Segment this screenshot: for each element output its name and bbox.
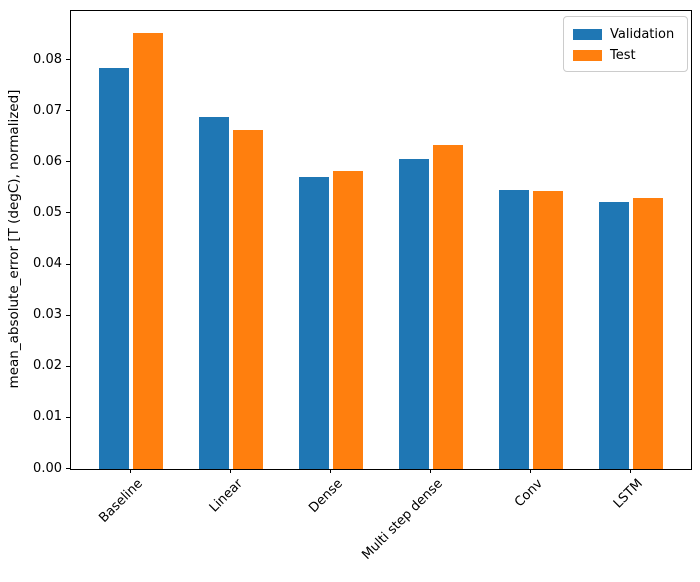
bar-test-linear [233,130,264,469]
legend-item-validation: Validation [573,24,678,45]
y-tick [66,416,70,418]
y-tick [66,365,70,367]
x-tick [430,469,431,473]
x-tick [130,469,132,473]
y-tick [66,110,70,112]
y-tick-label: 0.04 [33,256,62,271]
legend-swatch-test [573,50,602,61]
y-tick-label: 0.06 [33,153,62,169]
bar-validation-lstm [598,202,629,469]
bar-validation-conv [498,190,529,469]
plot-area [70,10,692,470]
x-tick-label: Baseline [96,476,147,526]
y-tick-label: 0.01 [33,409,62,425]
legend-item-test: Test [573,45,678,66]
y-tick [66,314,70,316]
x-tick [330,469,331,473]
y-axis-label: mean_absolute_error [T (degC), normalize… [6,89,22,389]
bar-validation-dense [299,177,330,469]
y-tick-label: 0.08 [33,51,62,67]
legend-label-test: Test [610,47,636,63]
bar-test-dense [333,171,363,469]
x-tick [529,469,531,473]
bar-validation-linear [199,117,230,469]
legend-swatch-validation [573,29,602,40]
legend-label-validation: Validation [610,26,675,42]
bar-validation-multi-step-dense [399,159,429,469]
bar-test-lstm [632,197,663,469]
x-tick [629,469,631,473]
bar-test-conv [532,191,563,469]
legend: Validation Test [563,16,688,72]
bar-test-baseline [133,33,164,469]
y-tick-label: 0.00 [33,460,62,476]
y-tick [66,59,70,61]
y-tick [66,468,70,469]
bar-test-multi-step-dense [433,144,463,469]
y-tick [66,212,70,214]
y-tick-label: 0.03 [33,307,62,323]
y-tick-label: 0.05 [33,204,62,220]
x-tick [230,469,232,473]
y-tick [66,263,70,265]
y-tick-label: 0.07 [33,102,62,118]
y-tick [66,161,70,163]
y-tick-label: 0.02 [33,358,62,374]
bar-validation-baseline [99,67,130,469]
